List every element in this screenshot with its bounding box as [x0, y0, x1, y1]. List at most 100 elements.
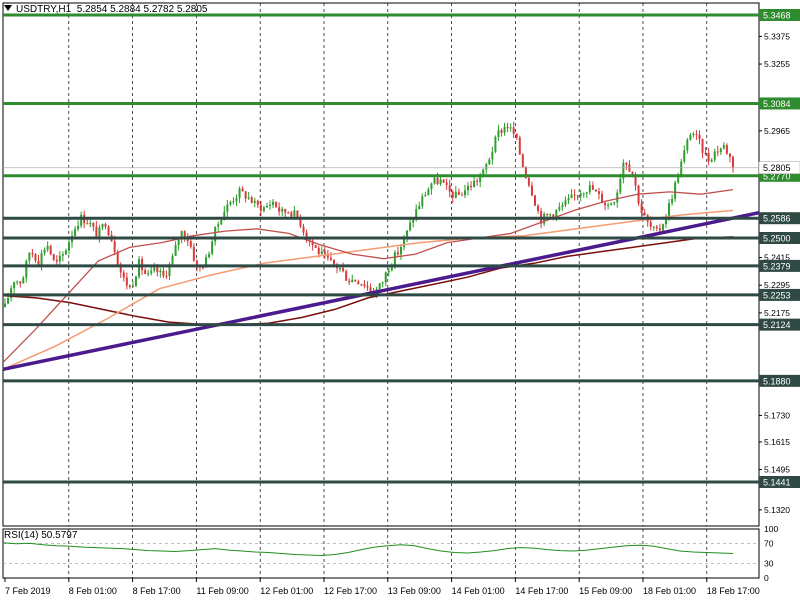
- candle-body: [439, 179, 442, 184]
- candle-body: [235, 197, 238, 202]
- candle-body: [168, 264, 171, 277]
- rsi-line: [2, 542, 734, 557]
- candle-body: [326, 253, 329, 258]
- candle-body: [625, 162, 628, 165]
- candle-body: [588, 185, 591, 193]
- candle-body: [351, 279, 354, 283]
- candle-body: [43, 249, 46, 254]
- candle-body: [37, 260, 40, 266]
- candle-body: [229, 201, 232, 205]
- candle-body: [278, 207, 281, 212]
- level-tag: [759, 318, 800, 331]
- candle-body: [253, 200, 256, 203]
- candle-body: [122, 272, 125, 278]
- candle-body: [567, 198, 570, 201]
- candle-body: [604, 202, 607, 206]
- candle-body: [290, 212, 293, 217]
- candle-body: [381, 282, 384, 284]
- candle-body: [393, 252, 396, 266]
- candle-body: [86, 223, 89, 225]
- candle-body: [597, 191, 600, 194]
- candle-body: [479, 176, 482, 182]
- y-tick-label: 5.1495: [764, 465, 790, 475]
- candle-body: [683, 150, 686, 162]
- level-tag-label: 5.1880: [763, 376, 791, 386]
- candle-body: [92, 223, 95, 227]
- candle-body: [466, 185, 469, 191]
- candle-body: [186, 239, 189, 242]
- candle-body: [488, 159, 491, 164]
- candle-body: [454, 191, 457, 198]
- candles: [4, 121, 734, 308]
- candle-body: [74, 229, 77, 236]
- y-tick-label: 5.3255: [764, 59, 790, 69]
- candle-body: [284, 208, 287, 213]
- candle-body: [655, 226, 658, 229]
- candle-body: [473, 180, 476, 188]
- candle-body: [180, 231, 183, 240]
- candle-body: [485, 163, 488, 170]
- candle-body: [722, 145, 725, 149]
- candle-body: [442, 179, 445, 183]
- candle-body: [695, 133, 698, 135]
- y-tick-label: 5.1730: [764, 410, 790, 420]
- candle-body: [530, 185, 533, 196]
- candle-body: [354, 279, 357, 282]
- candle-body: [13, 282, 16, 289]
- candle-body: [421, 196, 424, 207]
- candle-body: [113, 241, 116, 252]
- candle-body: [573, 194, 576, 196]
- candle-body: [631, 171, 634, 175]
- candle-body: [710, 159, 713, 162]
- candle-body: [692, 133, 695, 136]
- rsi-header: RSI(14) 50.5797: [4, 530, 77, 541]
- x-tick-label: 7 Feb 2019: [5, 586, 51, 596]
- candle-body: [476, 180, 479, 182]
- candle-body: [174, 245, 177, 257]
- candle-body: [256, 200, 259, 205]
- candle-body: [89, 223, 92, 225]
- candle-body: [64, 250, 67, 255]
- level-tag: [759, 232, 800, 245]
- candle-body: [506, 127, 509, 129]
- candle-body: [259, 204, 262, 211]
- candle-body: [546, 213, 549, 216]
- candle-body: [558, 207, 561, 210]
- candle-body: [150, 270, 153, 274]
- candle-body: [302, 226, 305, 233]
- candle-body: [555, 209, 558, 218]
- candle-body: [527, 178, 530, 186]
- moving-average-slow: [2, 236, 734, 326]
- candle-body: [342, 268, 345, 272]
- symbol-dropdown-icon[interactable]: [4, 5, 12, 11]
- close-value: 5.2805: [176, 4, 208, 15]
- candle-body: [463, 190, 466, 196]
- candle-body: [564, 200, 567, 206]
- level-tag-label: 5.1441: [763, 477, 791, 487]
- candle-body: [61, 254, 64, 256]
- candle-body: [323, 251, 326, 254]
- level-tag-label: 5.2379: [763, 261, 791, 271]
- level-tag: [759, 97, 800, 110]
- candle-body: [363, 284, 366, 287]
- current-price-label: 5.2805: [763, 163, 791, 173]
- candle-body: [262, 207, 265, 211]
- candle-body: [728, 153, 731, 157]
- candle-body: [40, 253, 43, 266]
- candle-body: [503, 127, 506, 133]
- candle-body: [101, 224, 104, 228]
- moving-average-mid: [2, 209, 734, 370]
- candle-body: [570, 194, 573, 199]
- candle-body: [208, 253, 211, 258]
- candle-body: [52, 254, 55, 260]
- candle-body: [409, 222, 412, 231]
- candle-body: [607, 205, 610, 207]
- candle-body: [521, 154, 524, 167]
- candle-body: [49, 245, 52, 255]
- candle-body: [299, 216, 302, 227]
- candle-body: [585, 192, 588, 194]
- candle-body: [591, 185, 594, 190]
- candle-body: [28, 253, 31, 261]
- level-tag-label: 5.2586: [763, 214, 791, 224]
